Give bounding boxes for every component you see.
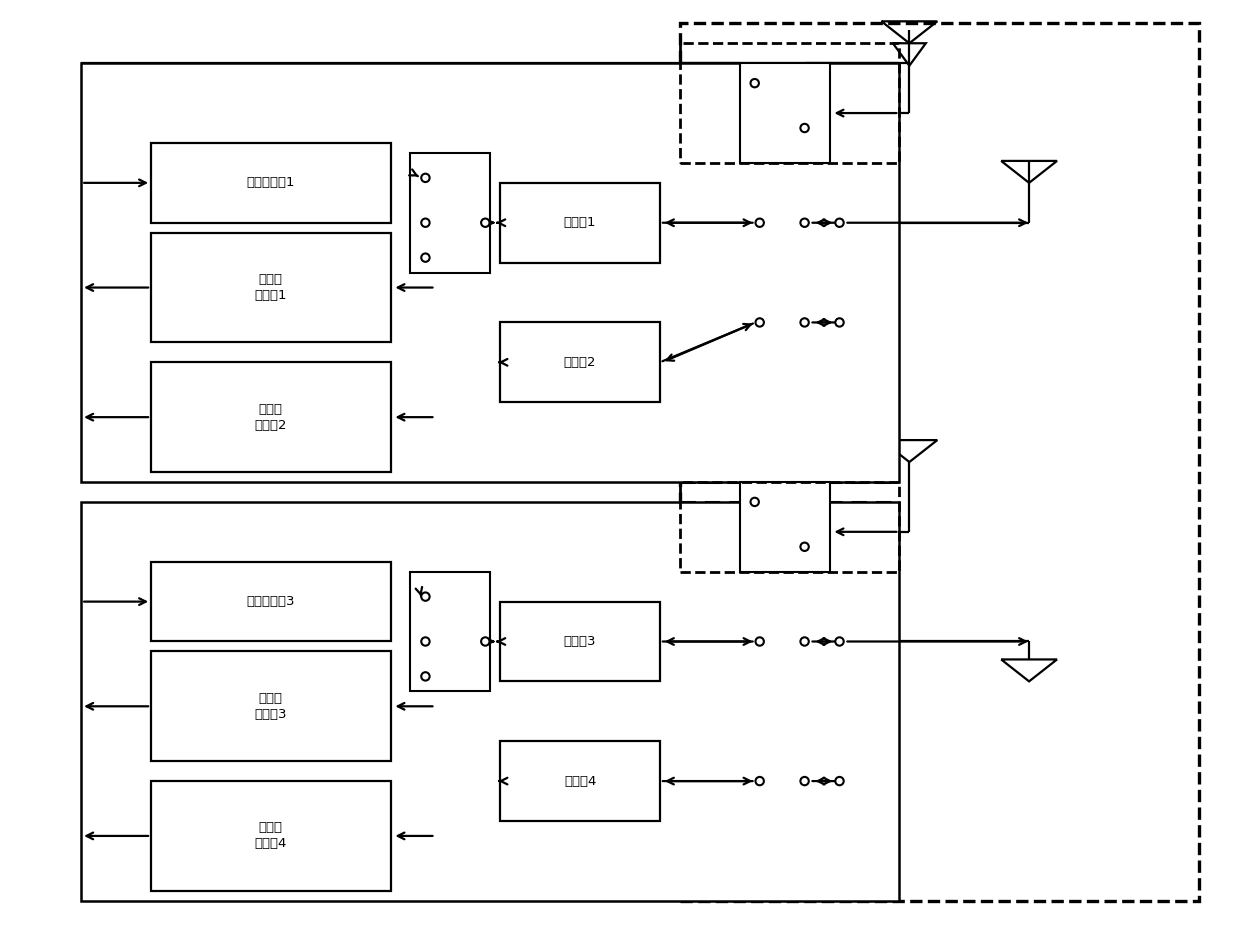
Bar	[81, 502, 899, 901]
Circle shape	[422, 673, 429, 680]
Text: 滤波器2: 滤波器2	[564, 356, 596, 369]
Text: 低噪声
放大器2: 低噪声 放大器2	[254, 402, 286, 431]
Bar	[151, 363, 391, 472]
Text: 低噪声
放大器1: 低噪声 放大器1	[254, 273, 286, 302]
Text: 功率放大器1: 功率放大器1	[247, 176, 295, 189]
Text: 滤波器1: 滤波器1	[564, 217, 596, 229]
Circle shape	[800, 638, 808, 645]
Bar	[410, 153, 490, 272]
Bar	[81, 63, 899, 482]
Circle shape	[836, 219, 843, 227]
Text: 滤波器4: 滤波器4	[564, 774, 596, 788]
Circle shape	[755, 219, 764, 227]
Bar	[151, 233, 391, 342]
Circle shape	[422, 638, 429, 645]
Circle shape	[800, 777, 808, 786]
Circle shape	[755, 777, 764, 786]
Text: 低噪声
放大器4: 低噪声 放大器4	[254, 821, 286, 851]
Circle shape	[422, 173, 429, 182]
Circle shape	[481, 638, 490, 645]
Circle shape	[836, 777, 843, 786]
Circle shape	[800, 318, 808, 327]
Circle shape	[800, 543, 808, 551]
Bar	[151, 652, 391, 761]
Bar	[151, 143, 391, 222]
Bar	[410, 572, 490, 691]
Circle shape	[800, 219, 808, 227]
Bar	[680, 43, 899, 163]
Bar	[680, 482, 899, 572]
Circle shape	[755, 638, 764, 645]
Circle shape	[750, 497, 759, 506]
Circle shape	[422, 253, 429, 262]
Circle shape	[422, 219, 429, 227]
Circle shape	[836, 638, 843, 645]
Bar	[500, 183, 660, 263]
Bar	[680, 24, 1199, 901]
Circle shape	[800, 123, 808, 132]
Circle shape	[422, 593, 429, 601]
Text: 低噪声
放大器3: 低噪声 放大器3	[254, 691, 286, 721]
Text: 滤波器3: 滤波器3	[564, 635, 596, 648]
Bar	[500, 322, 660, 402]
Bar	[500, 741, 660, 821]
Bar	[151, 561, 391, 642]
Text: 功率放大器3: 功率放大器3	[247, 595, 295, 609]
Bar	[740, 482, 830, 572]
Circle shape	[481, 219, 490, 227]
Circle shape	[755, 318, 764, 327]
Circle shape	[836, 318, 843, 327]
Circle shape	[750, 79, 759, 88]
Bar	[500, 602, 660, 681]
Bar	[740, 63, 830, 163]
Bar	[151, 781, 391, 891]
